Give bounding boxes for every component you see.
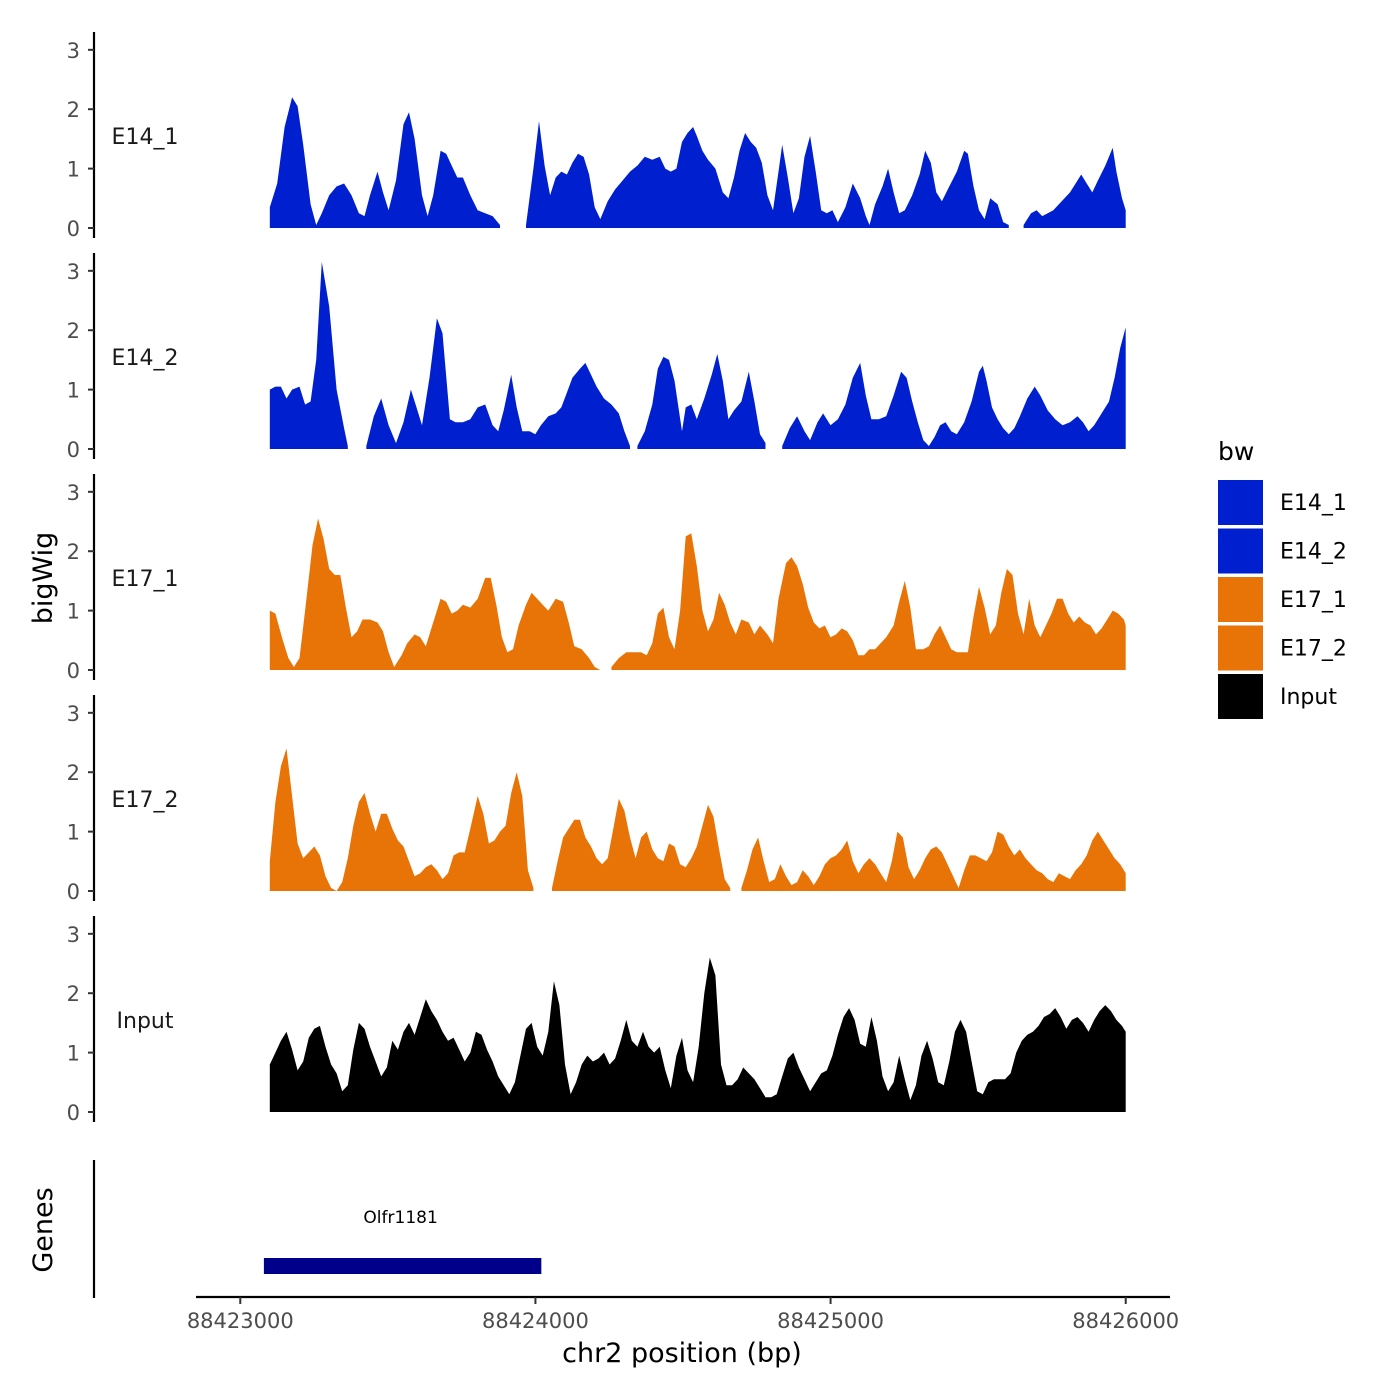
y-tick-label: 2 (67, 761, 80, 785)
y-tick-label: 3 (67, 481, 80, 505)
coverage-area (366, 318, 630, 449)
y-tick-label: 2 (67, 982, 80, 1006)
legend-swatch (1218, 480, 1263, 525)
coverage-area (741, 831, 1126, 891)
gene-label: Olfr1181 (363, 1208, 437, 1228)
legend-swatch (1218, 674, 1263, 719)
legend-label: E17_2 (1280, 637, 1347, 662)
y-tick-label: 3 (67, 39, 80, 63)
track-E14_1: 0 1 2 3 E14_1 (67, 32, 1126, 241)
coverage-area (782, 327, 1126, 449)
y-tick-label: 0 (67, 438, 80, 462)
y-tick-label: 2 (67, 540, 80, 564)
coverage-area (269, 957, 1126, 1112)
x-tick-label: 88424000 (482, 1309, 589, 1333)
x-tick-label: 88423000 (187, 1309, 294, 1333)
coverage-area (611, 533, 1126, 670)
track-label: E14_2 (112, 346, 179, 371)
y-tick-label: 0 (67, 659, 80, 683)
genes-panel: Olfr1181 (92, 1160, 542, 1298)
y-tick-label: 0 (67, 1101, 80, 1125)
coverage-area (269, 748, 534, 891)
legend-label: E14_2 (1280, 540, 1347, 565)
legend-title: bw (1218, 437, 1254, 466)
y-tick-label: 2 (67, 98, 80, 122)
coverage-area (637, 354, 766, 449)
y-tick-label: 3 (67, 923, 80, 947)
gene-body (263, 1258, 542, 1274)
track-label: E14_1 (112, 125, 179, 150)
y-tick-label: 1 (67, 600, 80, 624)
legend: bw E14_1 E14_2 E17_1 E17_2 Input (1218, 437, 1347, 719)
y-tick-label: 1 (67, 1042, 80, 1066)
coverage-area (1023, 147, 1126, 228)
y-tick-label: 3 (67, 702, 80, 726)
legend-swatch (1218, 625, 1263, 671)
coverage-area (269, 97, 500, 228)
y-tick-label: 3 (67, 260, 80, 284)
track-Input: 0 1 2 3 Input (67, 916, 1126, 1125)
x-axis-label: chr2 position (bp) (562, 1338, 802, 1369)
legend-swatch (1218, 577, 1263, 622)
x-axis: 88423000 88424000 88425000 88426000 (187, 1295, 1179, 1333)
y-tick-label: 1 (67, 379, 80, 403)
track-label: Input (117, 1009, 174, 1034)
coverage-area (526, 121, 1009, 228)
track-label: E17_1 (112, 567, 179, 592)
y-tick-label: 1 (67, 158, 80, 182)
coverage-area (269, 261, 348, 449)
y-tick-label: 1 (67, 821, 80, 845)
y-tick-label: 0 (67, 217, 80, 241)
coverage-area (269, 518, 601, 670)
legend-swatch (1218, 528, 1263, 574)
x-tick-label: 88426000 (1072, 1309, 1179, 1333)
track-label: E17_2 (112, 788, 179, 813)
coverage-area (552, 798, 731, 891)
y-tick-label: 2 (67, 319, 80, 343)
x-tick-label: 88425000 (777, 1309, 884, 1333)
y-axis-label: bigWig (28, 532, 59, 625)
legend-label: Input (1280, 685, 1337, 710)
y-tick-label: 0 (67, 880, 80, 904)
legend-label: E14_1 (1280, 491, 1347, 516)
genes-axis-label: Genes (28, 1187, 59, 1272)
tracks-layer: 0 1 2 3 E14_1 0 1 2 3 E14_2 0 1 2 3 E17_1 0 1 2 3 E17_2 0 1 2 3… (67, 32, 1126, 1125)
track-E17_1: 0 1 2 3 E17_1 (67, 474, 1126, 683)
track-E14_2: 0 1 2 3 E14_2 (67, 253, 1126, 462)
legend-label: E17_1 (1280, 588, 1347, 613)
track-E17_2: 0 1 2 3 E17_2 (67, 695, 1126, 904)
